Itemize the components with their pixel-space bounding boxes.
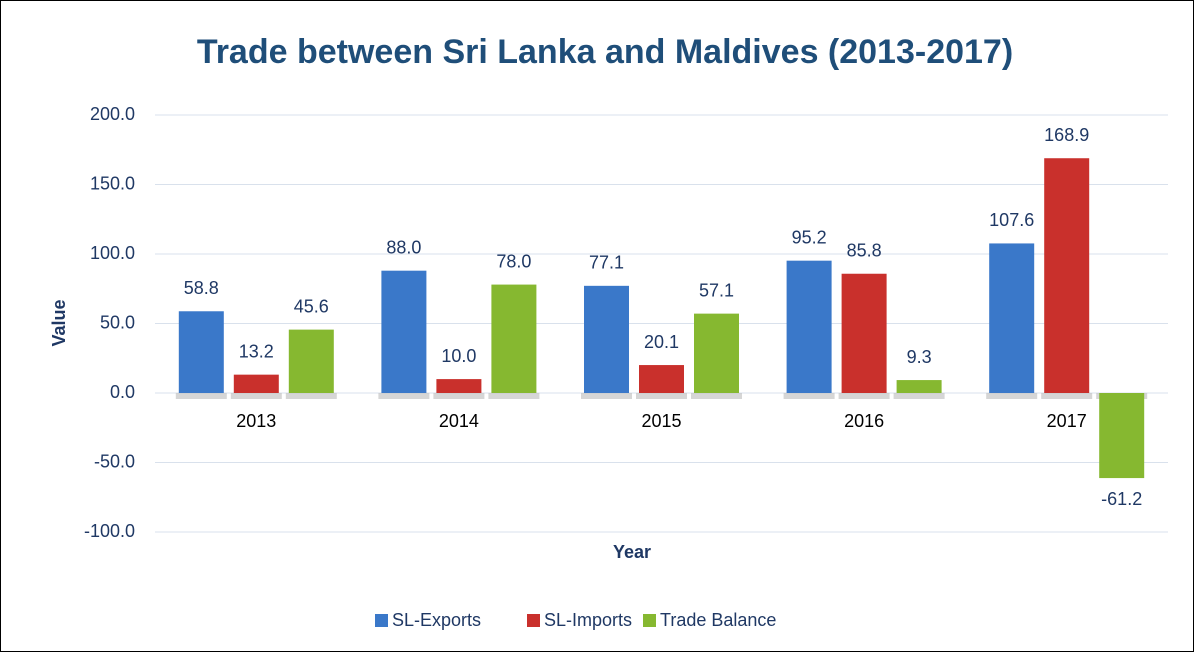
legend-label: SL-Exports — [392, 610, 481, 630]
value-label: 78.0 — [496, 251, 531, 271]
value-label: 85.8 — [847, 240, 882, 260]
bar — [896, 380, 942, 393]
y-tick-label: -100.0 — [84, 521, 135, 541]
value-label: 10.0 — [441, 346, 476, 366]
value-label: 9.3 — [907, 347, 932, 367]
x-tick-label: 2017 — [1047, 411, 1087, 431]
y-tick-label: 200.0 — [90, 104, 135, 124]
bar — [288, 329, 334, 393]
x-tick-label: 2015 — [641, 411, 681, 431]
bar — [989, 243, 1035, 393]
bar — [694, 313, 739, 393]
x-tick-label: 2014 — [439, 411, 479, 431]
value-label: 45.6 — [294, 296, 329, 316]
bar-shadow — [691, 393, 742, 399]
legend-swatch — [643, 614, 656, 627]
chart-title: Trade between Sri Lanka and Maldives (20… — [197, 33, 1013, 71]
bar — [1099, 393, 1145, 479]
bar — [841, 273, 887, 393]
legend-label: SL-Imports — [544, 610, 632, 630]
value-label: 58.8 — [184, 278, 219, 298]
bar — [381, 270, 427, 393]
value-label: 20.1 — [644, 332, 679, 352]
bar — [436, 379, 482, 393]
bar — [639, 365, 684, 393]
bar-shadow — [636, 393, 687, 399]
y-tick-label: 50.0 — [100, 312, 135, 332]
y-tick-label: 150.0 — [90, 173, 135, 193]
bar-shadow — [230, 393, 282, 399]
bar-shadow — [488, 393, 540, 399]
bar — [584, 285, 629, 393]
bar-shadow — [581, 393, 632, 399]
x-axis-label: Year — [613, 542, 651, 562]
bar-shadow — [838, 393, 890, 399]
bar-shadow — [893, 393, 945, 399]
value-label: 77.1 — [589, 253, 624, 273]
bar-shadow — [285, 393, 337, 399]
bar — [178, 311, 224, 393]
bar — [491, 284, 537, 393]
value-label: 13.2 — [239, 341, 274, 361]
value-label: 95.2 — [792, 227, 827, 247]
value-label: 57.1 — [699, 280, 734, 300]
legend-swatch — [527, 614, 540, 627]
y-axis-label: Value — [49, 299, 69, 346]
value-label: 107.6 — [989, 210, 1034, 230]
bar-shadow — [783, 393, 835, 399]
value-label: 88.0 — [386, 237, 421, 257]
legend-swatch — [375, 614, 388, 627]
bar-shadow — [378, 393, 430, 399]
value-label: -61.2 — [1101, 489, 1142, 509]
bar-shadow — [986, 393, 1038, 399]
legend-label: Trade Balance — [660, 610, 776, 630]
y-tick-label: 0.0 — [110, 382, 135, 402]
bar-shadow — [433, 393, 485, 399]
bar — [233, 374, 279, 393]
value-label: 168.9 — [1044, 125, 1089, 145]
y-tick-label: 100.0 — [90, 243, 135, 263]
x-tick-label: 2013 — [236, 411, 276, 431]
bar-shadow — [1041, 393, 1093, 399]
y-tick-label: -50.0 — [94, 451, 135, 471]
bar — [1044, 158, 1090, 393]
bar — [786, 260, 832, 393]
bar-shadow — [175, 393, 227, 399]
x-tick-label: 2016 — [844, 411, 884, 431]
